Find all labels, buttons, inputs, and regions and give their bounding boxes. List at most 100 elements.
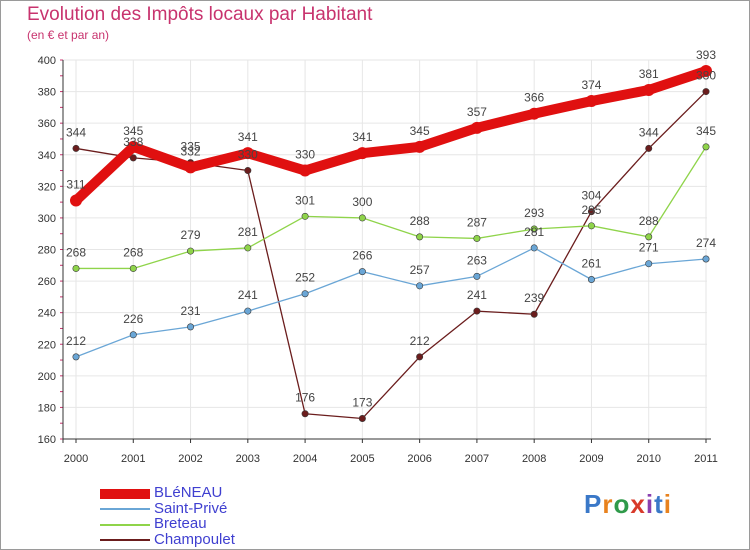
data-label-saint-prive: 266 bbox=[352, 249, 372, 263]
point-saint-prive bbox=[187, 323, 195, 331]
x-axis: 2000 2001 2002 2003 2004 2005 2006 2007 2008 2009… bbox=[63, 438, 718, 465]
data-label-breteau: 281 bbox=[238, 225, 258, 239]
point-champoulet bbox=[473, 307, 481, 315]
x-tick-label: 2008 bbox=[522, 453, 546, 465]
point-saint-prive bbox=[473, 272, 481, 280]
x-tick-label: 2003 bbox=[236, 453, 260, 465]
data-label-saint-prive: 226 bbox=[123, 312, 143, 326]
point-saint-prive bbox=[244, 307, 252, 315]
point-breteau bbox=[129, 264, 137, 272]
legend-swatch bbox=[100, 539, 150, 542]
legend-swatch bbox=[100, 523, 150, 526]
grid bbox=[63, 59, 707, 440]
point-champoulet bbox=[702, 88, 710, 96]
data-label-champoulet: 330 bbox=[238, 148, 258, 162]
point-saint-prive bbox=[129, 331, 137, 339]
data-label-breteau: 279 bbox=[181, 228, 201, 242]
point-breteau bbox=[587, 222, 595, 230]
point-bleneau bbox=[299, 164, 312, 177]
point-champoulet bbox=[358, 414, 366, 422]
y-tick-label: 400 bbox=[38, 55, 56, 67]
point-champoulet bbox=[530, 310, 538, 318]
proxiti-logo: Proxiti bbox=[584, 489, 672, 520]
y-tick-label: 360 bbox=[38, 118, 56, 130]
y-tick-label: 160 bbox=[38, 434, 56, 446]
data-label-bleneau: 345 bbox=[410, 124, 430, 138]
logo-letter: x bbox=[630, 489, 646, 519]
series-layer bbox=[70, 65, 712, 422]
point-saint-prive bbox=[301, 290, 309, 298]
data-label-bleneau: 393 bbox=[696, 48, 716, 62]
data-label-champoulet: 176 bbox=[295, 391, 315, 405]
data-label-breteau: 268 bbox=[66, 245, 86, 259]
legend-label: Saint-Privé bbox=[154, 499, 228, 517]
point-saint-prive bbox=[587, 276, 595, 284]
logo-letter: i bbox=[645, 489, 655, 519]
point-bleneau bbox=[528, 107, 541, 120]
data-label-champoulet: 344 bbox=[66, 125, 86, 139]
data-label-breteau: 287 bbox=[467, 215, 487, 229]
x-tick-label: 2001 bbox=[121, 453, 145, 465]
point-champoulet bbox=[244, 167, 252, 175]
point-bleneau bbox=[241, 147, 254, 160]
data-label-saint-prive: 281 bbox=[524, 225, 544, 239]
data-label-breteau: 295 bbox=[581, 203, 601, 217]
point-bleneau bbox=[413, 140, 426, 153]
x-tick-label: 2002 bbox=[178, 453, 202, 465]
point-breteau bbox=[244, 244, 252, 252]
point-bleneau bbox=[70, 194, 82, 207]
x-tick-label: 2006 bbox=[407, 453, 431, 465]
legend-label: Breteau bbox=[154, 515, 207, 532]
point-breteau bbox=[702, 143, 710, 151]
data-label-champoulet: 239 bbox=[524, 291, 544, 305]
data-labels: 344 338 335 330 176 173 212 241 239 304 344 380 212 2… bbox=[66, 48, 716, 409]
point-bleneau bbox=[127, 140, 140, 153]
x-tick-label: 2005 bbox=[350, 453, 374, 465]
x-tick-label: 2009 bbox=[579, 453, 603, 465]
logo-letter: o bbox=[613, 489, 631, 519]
data-label-bleneau: 332 bbox=[181, 144, 201, 158]
series-line-breteau bbox=[75, 146, 707, 270]
data-label-saint-prive: 257 bbox=[410, 263, 430, 277]
y-tick-label: 220 bbox=[38, 339, 56, 351]
y-tick-label: 300 bbox=[38, 213, 56, 225]
point-bleneau bbox=[585, 95, 598, 108]
data-label-bleneau: 345 bbox=[123, 124, 143, 138]
y-tick-label: 320 bbox=[38, 181, 56, 193]
data-label-champoulet: 335 bbox=[181, 140, 201, 154]
data-label-breteau: 300 bbox=[352, 195, 372, 209]
data-label-saint-prive: 274 bbox=[696, 236, 716, 250]
data-label-bleneau: 311 bbox=[66, 178, 85, 192]
logo-letter: i bbox=[663, 489, 672, 519]
data-label-champoulet: 380 bbox=[696, 69, 716, 83]
data-label-bleneau: 374 bbox=[581, 78, 601, 92]
point-champoulet bbox=[72, 144, 80, 152]
point-breteau bbox=[645, 233, 653, 241]
point-bleneau bbox=[642, 84, 655, 97]
logo-letter: t bbox=[654, 489, 664, 519]
point-breteau bbox=[530, 225, 538, 233]
point-saint-prive bbox=[702, 255, 710, 263]
point-champoulet bbox=[416, 353, 424, 361]
data-label-bleneau: 341 bbox=[352, 130, 372, 144]
point-breteau bbox=[187, 247, 195, 255]
data-label-champoulet: 338 bbox=[123, 135, 143, 149]
legend-label: BLéNEAU bbox=[154, 484, 223, 501]
point-champoulet bbox=[587, 208, 595, 216]
point-champoulet bbox=[301, 410, 309, 418]
chart-subtitle: (en € et par an) bbox=[27, 28, 110, 42]
series-line-bleneau bbox=[71, 66, 711, 206]
point-breteau bbox=[358, 214, 366, 222]
x-tick-label: 2011 bbox=[694, 453, 718, 465]
data-label-saint-prive: 241 bbox=[238, 288, 258, 302]
data-label-champoulet: 241 bbox=[467, 288, 487, 302]
logo-letter: r bbox=[602, 489, 614, 519]
data-label-saint-prive: 261 bbox=[581, 257, 601, 271]
series-line-champoulet bbox=[75, 90, 707, 420]
point-saint-prive bbox=[416, 282, 424, 290]
x-tick-label: 2004 bbox=[293, 453, 317, 465]
y-axis: 160 180 200 220 240 260 280 300 320 340 360 380 400 bbox=[38, 55, 64, 446]
data-label-saint-prive: 263 bbox=[467, 253, 487, 267]
point-saint-prive bbox=[358, 268, 366, 276]
